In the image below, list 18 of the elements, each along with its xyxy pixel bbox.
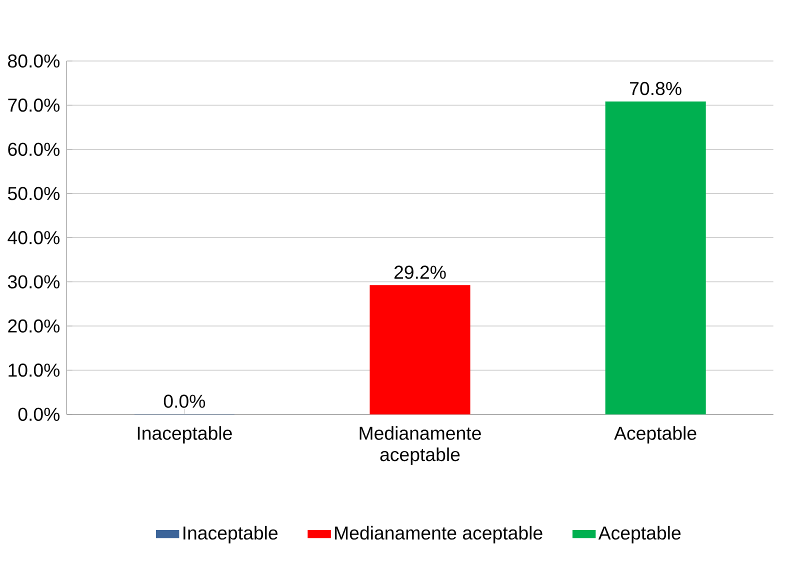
data-label: 0.0% (164, 394, 206, 408)
y-tick-label: 0.0% (18, 408, 60, 421)
legend-label: Inaceptable (184, 526, 278, 544)
y-tick-label: 80.0% (8, 54, 60, 68)
x-tick-label: Aceptable (614, 426, 696, 444)
y-tick-label: 60.0% (8, 142, 60, 156)
y-tick-label: 40.0% (8, 231, 60, 244)
y-tick-label: 10.0% (8, 364, 60, 377)
legend-label: Medianamente aceptable (335, 526, 542, 544)
y-tick-label: 20.0% (8, 319, 60, 333)
y-tick-label: 70.0% (8, 98, 60, 112)
x-tick-label: Inaceptable (138, 426, 232, 444)
y-tick-label: 50.0% (8, 186, 60, 200)
data-label: 29.2% (394, 266, 446, 279)
legend-label: Aceptable (598, 526, 681, 544)
y-tick-label: 30.0% (8, 275, 60, 288)
data-label: 70.8% (630, 82, 682, 96)
x-tick-label: Medianamente aceptable (360, 426, 481, 465)
